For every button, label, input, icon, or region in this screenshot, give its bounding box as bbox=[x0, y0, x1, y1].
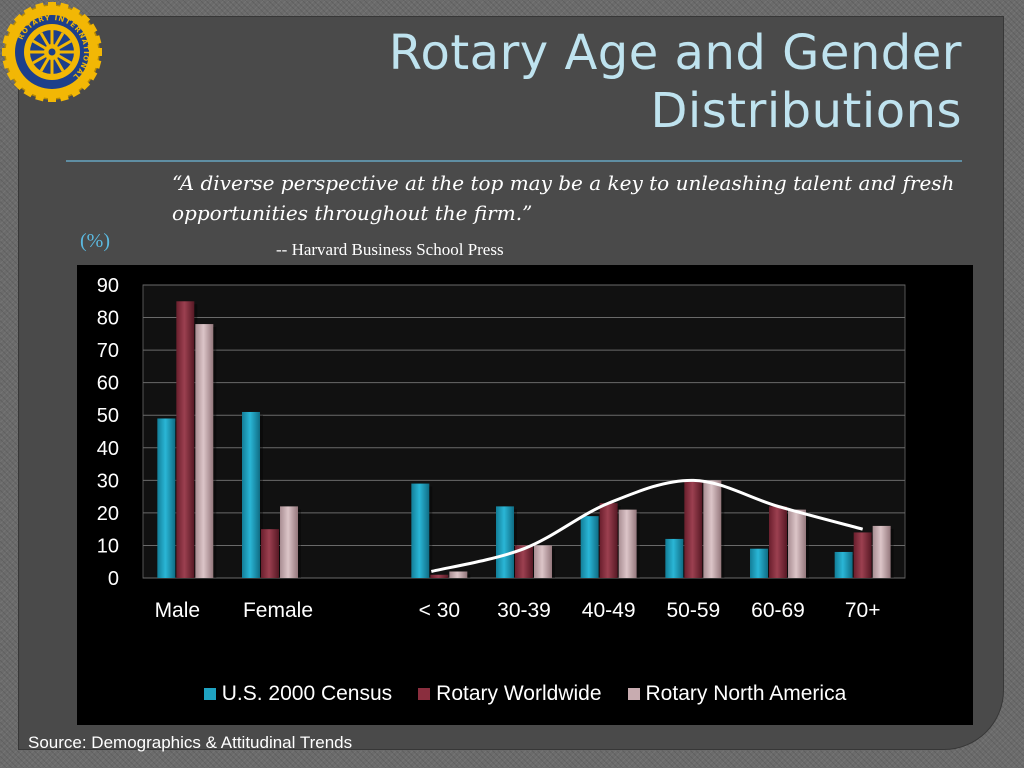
legend-item: Rotary Worldwide bbox=[418, 682, 602, 706]
legend-swatch bbox=[203, 688, 216, 700]
legend-swatch bbox=[418, 688, 431, 700]
bar-worldwide bbox=[430, 574, 449, 578]
rotary-logo: ROTARY INTERNATIONAL bbox=[2, 2, 102, 102]
quote-attribution: -- Harvard Business School Press bbox=[276, 240, 504, 259]
bar-census bbox=[665, 538, 684, 578]
bar-shadow bbox=[429, 486, 433, 578]
bar-shadow bbox=[467, 574, 471, 578]
x-tick-label: Female bbox=[243, 599, 313, 622]
title-line-1: Rotary Age and Gender bbox=[388, 25, 962, 81]
x-tick-label: Male bbox=[155, 599, 201, 622]
quote-line-2: opportunities throughout the firm.” bbox=[172, 201, 533, 225]
trend-line bbox=[430, 478, 864, 573]
legend-item: Rotary North America bbox=[627, 682, 847, 706]
y-tick-label: 30 bbox=[97, 470, 119, 492]
x-tick-label: < 30 bbox=[419, 599, 460, 622]
y-tick-label: 60 bbox=[97, 373, 119, 395]
chart-legend: U.S. 2000 Census Rotary Worldwide Rotary N… bbox=[77, 679, 973, 709]
bar-worldwide bbox=[176, 301, 195, 578]
legend-label: Rotary Worldwide bbox=[436, 682, 602, 705]
bar-north-america bbox=[280, 506, 298, 578]
y-tick-label: 40 bbox=[97, 438, 119, 460]
x-tick-label: 50-59 bbox=[666, 599, 720, 622]
quote: “A diverse perspective at the top may be… bbox=[172, 168, 1002, 228]
bar-shadow bbox=[552, 548, 555, 578]
y-tick-label: 90 bbox=[97, 275, 119, 297]
bar-worldwide bbox=[515, 545, 533, 578]
bar-worldwide bbox=[684, 480, 703, 578]
bar-north-america bbox=[872, 525, 891, 578]
unit-label: (%) bbox=[80, 230, 110, 252]
source-note: Source: Demographics & Attitudinal Trend… bbox=[28, 733, 353, 752]
title-line-2: Distributions bbox=[650, 83, 962, 139]
legend-label: Rotary North America bbox=[645, 682, 847, 705]
bar-north-america bbox=[703, 480, 722, 578]
bar-worldwide bbox=[769, 506, 787, 578]
bar-worldwide bbox=[599, 503, 618, 578]
bar-north-america bbox=[449, 571, 468, 578]
bar-census bbox=[411, 483, 430, 578]
bar-shadow bbox=[213, 327, 217, 578]
chart-container: 0 10 20 30 40 50 60 70 80 90 Male Female < 30 30-39 4… bbox=[77, 265, 973, 725]
legend-item: U.S. 2000 Census bbox=[203, 682, 393, 706]
x-tick-label: 70+ bbox=[845, 599, 881, 622]
y-tick-label: 10 bbox=[97, 535, 119, 557]
bar-north-america bbox=[534, 545, 552, 578]
bar-north-america bbox=[195, 324, 214, 578]
y-tick-label: 70 bbox=[97, 340, 119, 362]
legend-swatch bbox=[627, 688, 640, 700]
bar-shadow bbox=[890, 528, 894, 578]
bar-chart: 0 10 20 30 40 50 60 70 80 90 Male Female < 30 30-39 4… bbox=[97, 275, 906, 622]
y-tick-label: 20 bbox=[97, 503, 119, 525]
title-divider bbox=[66, 160, 962, 162]
x-tick-label: 40-49 bbox=[582, 599, 636, 622]
bar-north-america bbox=[788, 509, 806, 578]
bar-census bbox=[242, 411, 260, 578]
bar-shadow bbox=[514, 509, 517, 578]
y-tick-label: 80 bbox=[97, 308, 119, 330]
quote-line-1: “A diverse perspective at the top may be… bbox=[172, 171, 955, 195]
bar-census bbox=[157, 418, 176, 578]
bar-census bbox=[834, 551, 853, 578]
y-tick-label: 50 bbox=[97, 405, 119, 427]
bar-shadow bbox=[806, 512, 809, 578]
x-tick-label: 60-69 bbox=[751, 599, 805, 622]
y-tick-label: 0 bbox=[108, 568, 119, 590]
bar-shadow bbox=[636, 512, 640, 578]
page-title: Rotary Age and Gender Distributions bbox=[262, 24, 962, 140]
bar-census bbox=[496, 506, 514, 578]
bar-census bbox=[580, 516, 599, 578]
bar-shadow bbox=[298, 509, 301, 578]
bar-north-america bbox=[618, 509, 637, 578]
bar-worldwide bbox=[853, 532, 872, 578]
bar-worldwide bbox=[261, 529, 279, 578]
bar-census bbox=[750, 548, 768, 578]
x-tick-label: 30-39 bbox=[497, 599, 551, 622]
legend-label: U.S. 2000 Census bbox=[221, 682, 393, 705]
bar-shadow bbox=[260, 414, 263, 578]
bar-shadow bbox=[721, 483, 725, 578]
